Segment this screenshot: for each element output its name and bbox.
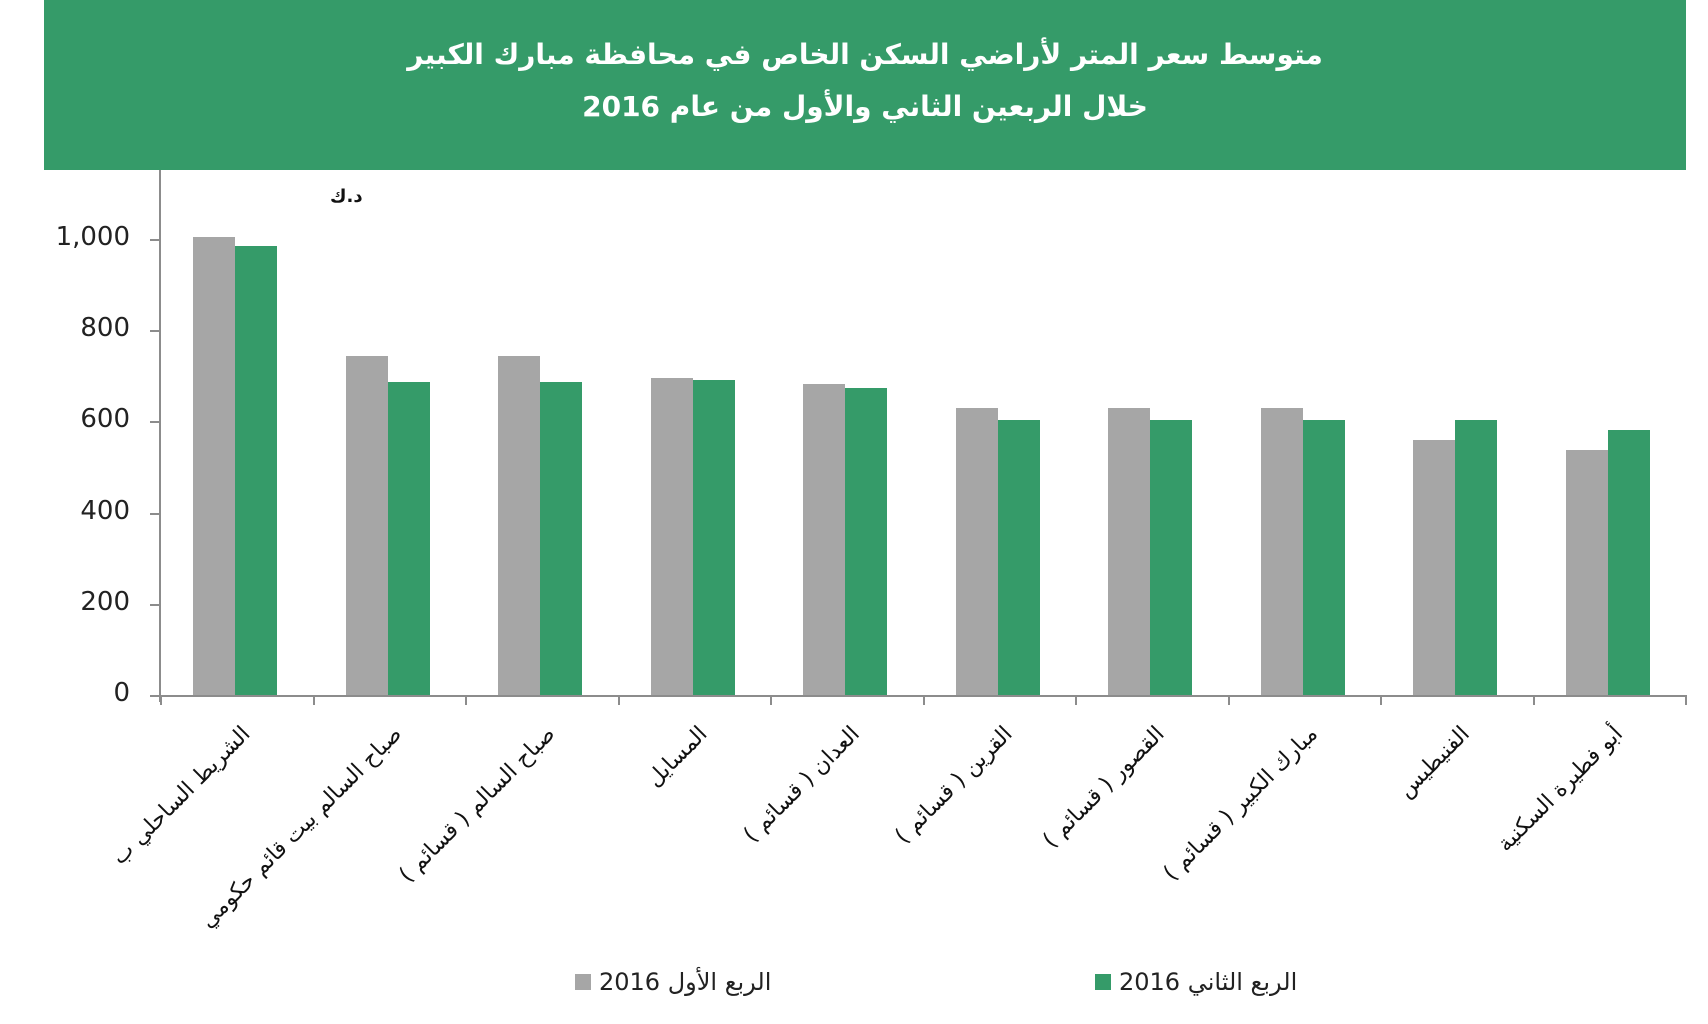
bar-q2 <box>997 420 1040 695</box>
bar-q2 <box>1302 420 1345 695</box>
legend-label: الربع الثاني 2016 <box>1119 968 1298 996</box>
bar-q1 <box>498 356 540 695</box>
x-category-label: الشريط الساحلي ب <box>106 721 256 870</box>
x-category-label: القصور ( قسائم ) <box>1038 721 1171 854</box>
x-tick <box>1075 695 1077 705</box>
x-category-label: العدان ( قسائم ) <box>739 721 866 848</box>
y-tick-label: 400 <box>80 495 130 526</box>
x-tick <box>1380 695 1382 705</box>
y-tick <box>150 421 160 424</box>
bar-q2 <box>540 382 582 695</box>
y-tick-label: 200 <box>80 586 130 617</box>
bar-q1 <box>1565 449 1608 695</box>
y-tick <box>150 695 160 697</box>
bar-q2 <box>1455 420 1497 695</box>
chart-title-line2: خلال الربعين الثاني والأول من عام 2016 <box>582 90 1148 123</box>
bar-q2 <box>235 246 277 695</box>
x-category-label: صباح السالم ( قسائم ) <box>394 721 561 888</box>
legend-swatch-icon <box>1095 974 1111 990</box>
bar-q1 <box>1413 440 1455 695</box>
x-tick <box>312 695 315 705</box>
x-tick <box>1532 695 1535 705</box>
legend-label: الربع الأول 2016 <box>599 968 772 996</box>
x-tick <box>1227 695 1230 705</box>
x-category-label: أبو فطيرة السكنية <box>1492 721 1628 857</box>
bar-q2 <box>692 379 735 695</box>
bar-q2 <box>1150 420 1192 695</box>
bar-q1 <box>650 378 693 695</box>
bar-q2 <box>1607 430 1650 695</box>
legend-item-q1: الربع الأول 2016 <box>575 968 771 996</box>
x-tick <box>922 695 925 705</box>
legend-swatch-icon <box>575 974 591 990</box>
y-tick-label: 0 <box>113 678 130 708</box>
bar-q1 <box>955 408 998 695</box>
bar-q1 <box>803 384 845 695</box>
y-axis-line <box>159 170 161 702</box>
x-tick <box>770 695 772 705</box>
x-axis-line <box>150 695 1686 697</box>
y-tick <box>150 512 160 515</box>
x-category-label: مبارك الكبير ( قسائم ) <box>1158 721 1323 886</box>
x-tick <box>160 695 162 705</box>
y-tick-label: 1,000 <box>55 222 130 252</box>
x-tick <box>617 695 620 705</box>
x-category-label: الفنيطيس <box>1393 721 1476 803</box>
y-tick <box>150 239 160 241</box>
y-axis-unit-label: د.ك <box>330 186 363 207</box>
chart-title-banner: متوسط سعر المتر لأراضي السكن الخاص في مح… <box>44 0 1686 170</box>
legend-item-q2: الربع الثاني 2016 <box>1095 968 1297 996</box>
x-category-label: القرين ( قسائم ) <box>890 721 1018 849</box>
y-tick-label: 600 <box>80 404 130 435</box>
x-category-label: المسايل <box>642 721 713 793</box>
bar-q1 <box>345 356 388 695</box>
x-tick <box>1685 695 1687 705</box>
chart-title-line1: متوسط سعر المتر لأراضي السكن الخاص في مح… <box>407 38 1323 71</box>
bar-q1 <box>1260 408 1303 695</box>
y-tick <box>150 603 160 606</box>
bar-q1 <box>193 236 235 695</box>
y-tick <box>150 330 160 333</box>
bar-q1 <box>1108 408 1150 695</box>
bar-q2 <box>845 388 887 695</box>
y-tick-label: 800 <box>80 313 130 344</box>
x-tick <box>465 695 467 705</box>
bar-q2 <box>387 382 430 695</box>
